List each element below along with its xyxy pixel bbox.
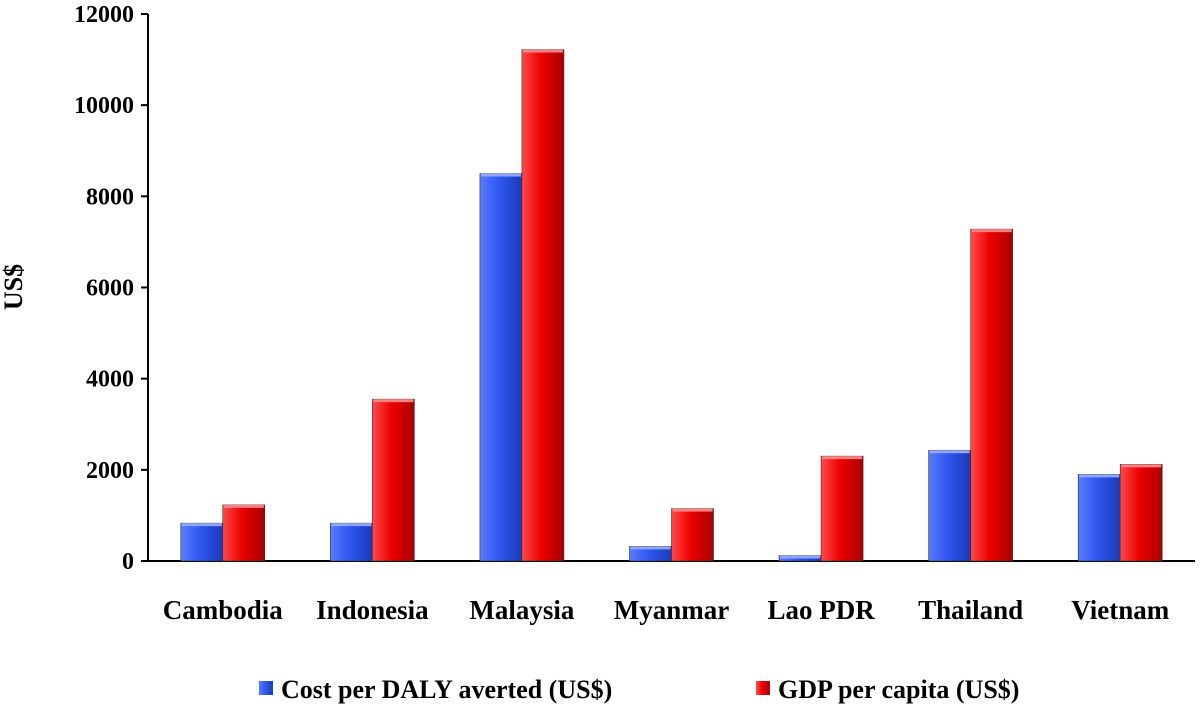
bar-top-highlight	[630, 546, 671, 550]
legend-item-cost: Cost per DALY averted (US$)	[259, 675, 612, 704]
y-tick-label: 12000	[74, 2, 134, 28]
bar-cost-malaysia	[479, 173, 523, 562]
legend-item-gdp: GDP per capita (US$)	[756, 675, 1019, 704]
bar-top-highlight	[822, 456, 863, 460]
bar-top-highlight	[522, 49, 563, 53]
bar-top-highlight	[780, 555, 821, 559]
x-tick-label: Lao PDR	[767, 595, 875, 625]
y-tick-label: 8000	[86, 184, 134, 210]
bar-cost-cambodia	[180, 522, 224, 562]
y-axis: 0 2000 4000 6000 8000 10000 12000	[74, 2, 149, 575]
y-axis-title: US$	[0, 264, 28, 310]
bar-top-highlight	[971, 229, 1012, 233]
legend: Cost per DALY averted (US$) GDP per capi…	[259, 675, 1019, 704]
y-tick-label: 0	[122, 549, 134, 575]
bar-cost-indonesia	[330, 522, 373, 562]
bar-top-highlight	[331, 523, 372, 527]
y-tick-label: 4000	[86, 367, 134, 393]
bar-top-highlight	[373, 399, 414, 403]
x-tick-label: Indonesia	[316, 595, 429, 625]
bar-gdp-vietnam	[1119, 464, 1163, 562]
bar-cost-thailand	[928, 449, 971, 562]
bar-top-highlight	[181, 523, 222, 527]
bar-top-highlight	[1121, 464, 1162, 468]
bar-gdp-indonesia	[372, 398, 415, 562]
y-tick-label: 6000	[86, 276, 134, 302]
legend-swatch-blue	[259, 681, 273, 695]
bars	[180, 49, 1163, 562]
bar-top-highlight	[929, 450, 970, 454]
bar-gdp-malaysia	[521, 49, 565, 562]
y-tick-label: 2000	[86, 458, 134, 484]
bar-gdp-thailand	[970, 228, 1013, 562]
legend-label-cost: Cost per DALY averted (US$)	[281, 675, 612, 704]
y-tick-label: 10000	[74, 93, 134, 119]
x-tick-label: Myanmar	[614, 595, 729, 625]
legend-label-gdp: GDP per capita (US$)	[778, 675, 1019, 704]
bar-cost-vietnam	[1077, 474, 1121, 562]
x-axis: Cambodia Indonesia Malaysia Myanmar Lao PDR T…	[148, 560, 1195, 625]
bar-top-highlight	[1079, 474, 1120, 478]
bar-gdp-lao-pdr	[820, 455, 864, 562]
bar-gdp-cambodia	[222, 504, 266, 562]
x-tick-label: Thailand	[918, 595, 1023, 625]
x-tick-label: Malaysia	[469, 595, 574, 625]
bar-gdp-myanmar	[671, 508, 714, 562]
bar-top-highlight	[223, 504, 264, 508]
x-tick-label: Vietnam	[1071, 595, 1169, 625]
bar-top-highlight	[480, 173, 521, 177]
x-tick-label: Cambodia	[163, 595, 284, 625]
legend-swatch-red	[756, 681, 770, 695]
bar-top-highlight	[672, 508, 713, 512]
